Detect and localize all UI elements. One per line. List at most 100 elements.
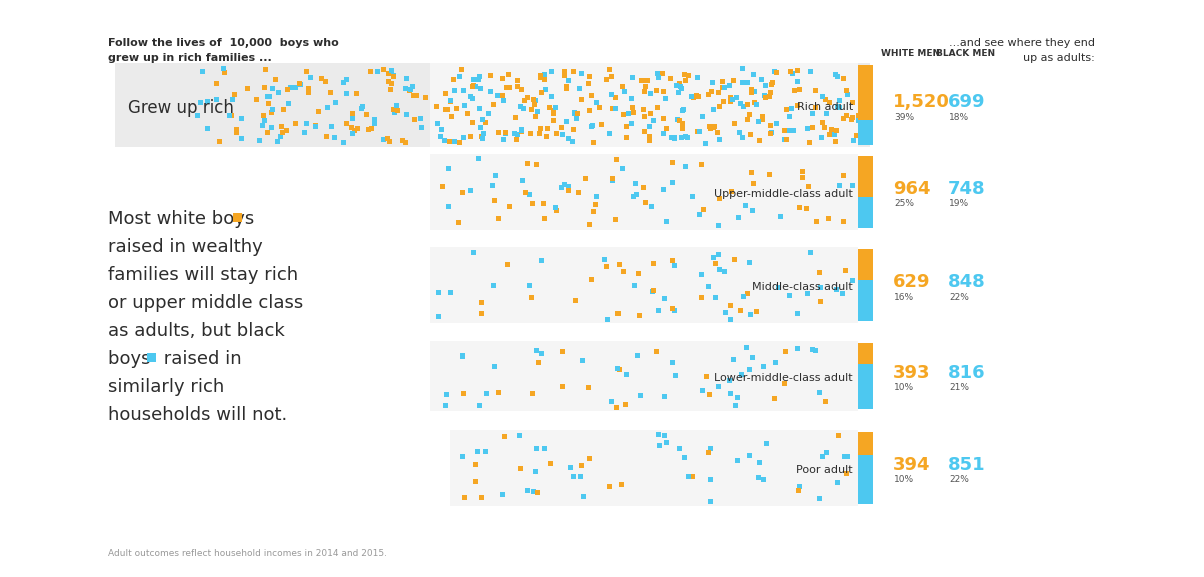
Bar xyxy=(706,92,710,98)
Bar xyxy=(820,454,825,459)
Bar xyxy=(790,71,795,76)
Text: 699: 699 xyxy=(948,93,986,111)
Bar xyxy=(588,74,592,79)
Bar xyxy=(827,132,832,137)
Bar xyxy=(530,295,535,300)
Bar xyxy=(641,78,645,83)
Bar xyxy=(525,161,530,166)
Text: Lower-middle-class adult: Lower-middle-class adult xyxy=(714,373,852,383)
Bar xyxy=(527,132,532,137)
Bar xyxy=(842,454,846,459)
Text: Follow the lives of  10,000  boys who
grew up in rich families ...: Follow the lives of 10,000 boys who grew… xyxy=(108,38,338,63)
Bar xyxy=(781,381,786,386)
Bar xyxy=(438,134,443,139)
Bar xyxy=(738,308,743,313)
Bar xyxy=(849,117,854,122)
Bar xyxy=(622,89,627,94)
Bar xyxy=(862,126,867,132)
Text: similarly rich: similarly rich xyxy=(108,378,224,396)
Bar xyxy=(808,69,813,74)
Bar xyxy=(721,85,726,91)
Bar xyxy=(448,290,454,295)
Text: Middle-class adult: Middle-class adult xyxy=(752,282,852,292)
Bar xyxy=(840,173,846,178)
Bar xyxy=(285,101,291,106)
Bar xyxy=(665,219,669,224)
Bar xyxy=(774,70,779,74)
Bar xyxy=(542,216,547,221)
Bar xyxy=(473,84,478,89)
Bar xyxy=(520,178,525,182)
Bar xyxy=(586,81,591,86)
Bar xyxy=(551,108,556,113)
Bar xyxy=(589,123,594,129)
Bar xyxy=(439,127,444,132)
Bar xyxy=(708,499,713,504)
Bar xyxy=(833,72,838,77)
Bar xyxy=(672,263,677,268)
Bar xyxy=(268,125,273,130)
Bar xyxy=(744,345,749,350)
Bar xyxy=(484,391,489,396)
Bar xyxy=(281,107,285,112)
Bar xyxy=(642,89,647,94)
Bar xyxy=(594,203,598,208)
Bar xyxy=(488,73,492,78)
Bar xyxy=(521,106,526,111)
Bar xyxy=(386,140,391,144)
Bar xyxy=(214,97,219,102)
Bar xyxy=(863,88,869,92)
Bar xyxy=(256,138,262,143)
Bar xyxy=(447,166,452,171)
Bar xyxy=(807,140,813,145)
Bar xyxy=(327,91,332,95)
Bar xyxy=(554,131,559,136)
Bar xyxy=(624,135,630,140)
Bar xyxy=(661,88,666,93)
Text: 851: 851 xyxy=(948,456,986,474)
Bar xyxy=(586,108,591,113)
Bar xyxy=(518,466,523,471)
Bar xyxy=(452,77,456,82)
Bar xyxy=(614,404,619,410)
Bar xyxy=(532,102,537,107)
Bar xyxy=(635,192,639,197)
Bar xyxy=(715,252,721,257)
Bar xyxy=(544,134,549,138)
Bar xyxy=(324,134,329,139)
Bar xyxy=(615,312,620,316)
Bar xyxy=(654,88,659,93)
Bar xyxy=(789,106,793,111)
Bar xyxy=(562,72,567,77)
Bar xyxy=(619,482,624,487)
Bar xyxy=(491,198,496,203)
Bar xyxy=(468,94,473,99)
Bar xyxy=(560,132,566,137)
Bar xyxy=(602,257,607,263)
Text: Grew up rich: Grew up rich xyxy=(128,99,234,117)
Bar xyxy=(775,285,780,290)
Bar xyxy=(527,192,532,197)
Bar xyxy=(354,91,359,96)
Bar xyxy=(615,366,620,371)
Bar xyxy=(630,74,636,80)
Text: 22%: 22% xyxy=(949,293,969,302)
Bar xyxy=(635,353,641,358)
Bar xyxy=(850,278,855,283)
Bar xyxy=(631,110,637,115)
Bar xyxy=(779,213,784,219)
Bar xyxy=(704,374,709,379)
Bar xyxy=(745,80,750,85)
Bar xyxy=(700,295,704,300)
Text: households will not.: households will not. xyxy=(108,406,288,424)
Bar xyxy=(254,96,259,102)
Bar xyxy=(503,130,508,134)
Bar xyxy=(632,283,637,288)
Bar xyxy=(642,114,647,119)
Bar xyxy=(276,89,282,95)
Bar xyxy=(708,477,713,482)
Bar xyxy=(706,284,710,289)
Bar xyxy=(436,121,441,126)
Bar xyxy=(701,207,706,212)
Bar xyxy=(313,123,318,128)
